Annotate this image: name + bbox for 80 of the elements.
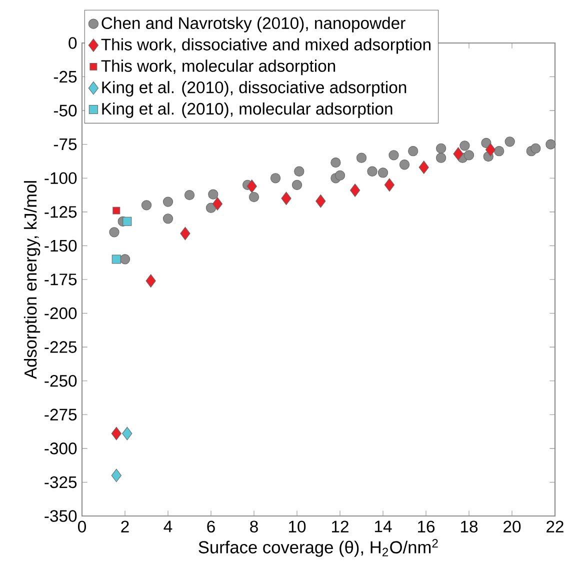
y-tick-label: -200 xyxy=(44,307,77,320)
legend-label: King et al. (2010), molecular adsorption xyxy=(102,102,392,118)
point xyxy=(212,197,223,210)
legend-label: This work, molecular adsorption xyxy=(101,60,336,76)
point xyxy=(184,190,195,200)
point xyxy=(246,180,257,193)
point xyxy=(294,166,304,176)
point xyxy=(316,194,326,208)
point xyxy=(180,226,190,240)
point xyxy=(330,158,341,168)
point xyxy=(248,192,260,202)
point xyxy=(384,178,395,192)
legend-label: This work, dissociative and mixed adsorption xyxy=(101,38,430,54)
point xyxy=(453,147,464,160)
y-tick-label: -350 xyxy=(44,510,77,522)
point xyxy=(162,196,174,207)
x-tick-label: 14 xyxy=(375,520,392,532)
point xyxy=(206,202,216,213)
x-tick-label: 2 xyxy=(121,520,129,532)
point xyxy=(162,214,174,224)
point xyxy=(378,168,388,178)
legend-label: Chen and Navrotsky (2010), nanopowder xyxy=(102,16,406,32)
y-tick-label: -50 xyxy=(54,104,77,116)
point xyxy=(436,143,446,154)
point xyxy=(546,139,556,150)
point xyxy=(122,216,132,226)
point xyxy=(270,173,281,184)
x-tick-label: 6 xyxy=(207,520,215,533)
point xyxy=(481,138,492,148)
point xyxy=(122,426,132,440)
point xyxy=(504,136,515,147)
y-tick-label: -100 xyxy=(44,172,77,184)
y-tick-label: -300 xyxy=(44,442,77,454)
y-tick-label: -25 xyxy=(54,70,77,83)
point xyxy=(367,166,378,176)
x-tick-label: 8 xyxy=(250,520,258,533)
point xyxy=(208,189,218,200)
point xyxy=(112,254,121,264)
legend-label: King et al. (2010), dissociative adsorption xyxy=(102,81,406,97)
point xyxy=(120,254,130,264)
y-tick-label: -225 xyxy=(44,341,77,353)
y-tick-label: -150 xyxy=(44,240,77,252)
x-tick-label: 4 xyxy=(164,520,172,532)
y-tick-label: 0 xyxy=(68,37,77,49)
point xyxy=(494,146,504,156)
point xyxy=(460,140,470,151)
point xyxy=(281,192,292,206)
x-tick-label: 12 xyxy=(332,520,348,532)
point xyxy=(146,274,156,288)
y-tick-label: -325 xyxy=(44,476,77,488)
point xyxy=(112,206,120,214)
y-tick-label: -75 xyxy=(54,138,77,150)
point xyxy=(418,160,429,174)
y-axis-title: Adsorption energy, kJ/mol xyxy=(24,181,40,380)
point xyxy=(109,227,120,238)
point xyxy=(485,143,496,156)
point xyxy=(292,180,302,190)
point xyxy=(530,143,541,154)
point xyxy=(436,152,446,163)
point xyxy=(408,146,418,156)
x-tick-label: 16 xyxy=(418,520,435,533)
point xyxy=(399,160,410,170)
point xyxy=(111,468,122,482)
point xyxy=(350,184,360,197)
x-tick-label: 20 xyxy=(504,520,521,533)
point xyxy=(388,150,399,160)
point xyxy=(356,152,367,163)
point xyxy=(334,170,346,181)
x-axis-title: Surface coverage (θ), H$_{2}$O/nm$^{2}$ xyxy=(198,538,438,557)
y-tick-label: -125 xyxy=(44,206,77,218)
y-tick-label: -275 xyxy=(44,408,77,421)
x-tick-label: 0 xyxy=(78,520,86,533)
y-tick-label: -250 xyxy=(44,374,77,387)
point xyxy=(464,150,474,160)
point xyxy=(141,200,152,210)
x-tick-label: 18 xyxy=(461,520,478,533)
x-tick-label: 22 xyxy=(546,520,564,532)
point xyxy=(111,426,122,440)
y-tick-label: -175 xyxy=(44,274,77,286)
x-tick-label: 10 xyxy=(289,520,306,533)
